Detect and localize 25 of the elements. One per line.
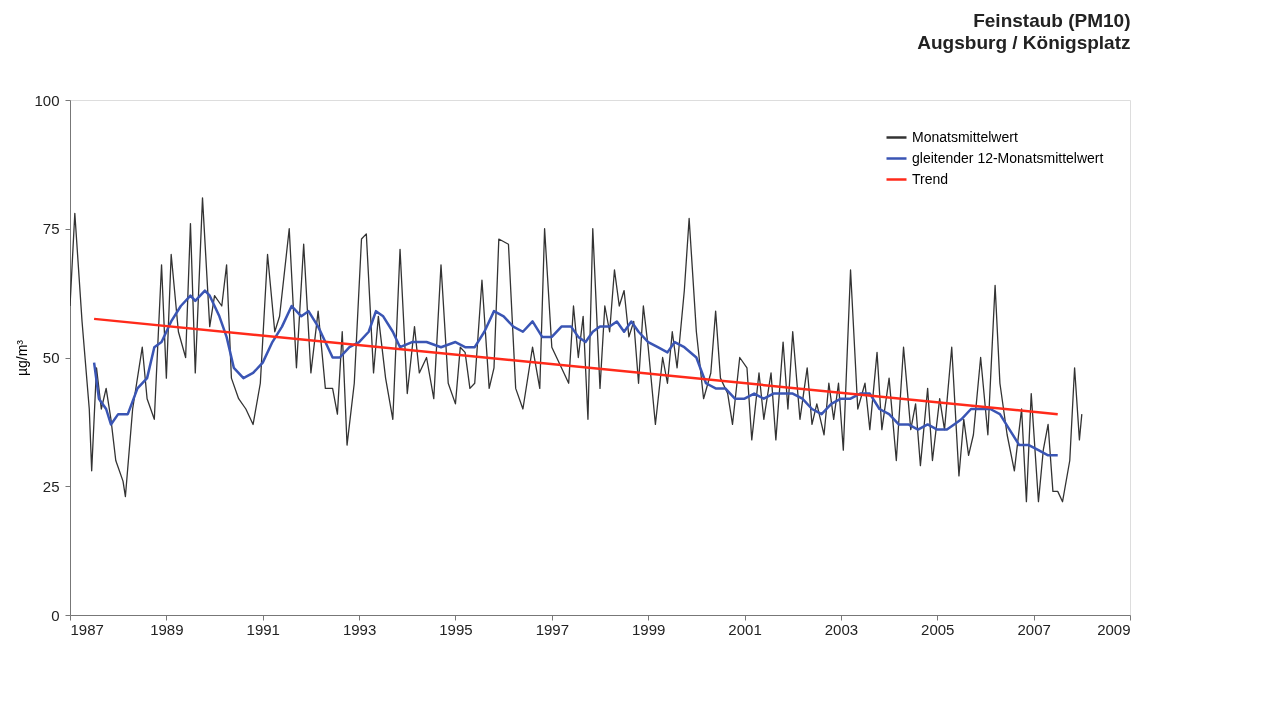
x-tick-label: 2007 (1017, 620, 1051, 638)
x-tick-label: 2005 (921, 620, 955, 638)
y-tick-label: 25 (42, 477, 60, 495)
line-series (92, 289, 1059, 457)
x-tick-label: 1993 (342, 620, 377, 638)
y-tick-label: 0 (51, 606, 60, 624)
x-tick-label: 2009 (1097, 620, 1131, 638)
chart-title: Feinstaub (PM10) (973, 10, 1131, 31)
x-tick-label: 1989 (150, 620, 184, 638)
x-tick-label: 1991 (246, 620, 280, 638)
y-tick-label: 50 (42, 349, 60, 366)
x-tick-label: 1999 (631, 620, 666, 638)
legend-label: gleitender 12-Monatsmittelwert (912, 149, 1104, 166)
line-series (70, 197, 1083, 503)
y-axis-title: µg/m³ (14, 339, 31, 377)
x-tick-label: 1995 (439, 620, 473, 638)
x-tick-label: 1997 (535, 620, 570, 638)
y-tick-label: 100 (34, 91, 60, 109)
legend-label: Trend (912, 170, 949, 187)
legend-label: Monatsmittelwert (912, 128, 1018, 145)
x-tick-label: 1987 (70, 620, 104, 638)
x-tick-label: 2003 (824, 620, 859, 638)
y-tick-label: 75 (42, 220, 60, 238)
chart-subtitle: Augsburg / Königsplatz (917, 32, 1131, 53)
x-tick-label: 2001 (728, 620, 762, 638)
